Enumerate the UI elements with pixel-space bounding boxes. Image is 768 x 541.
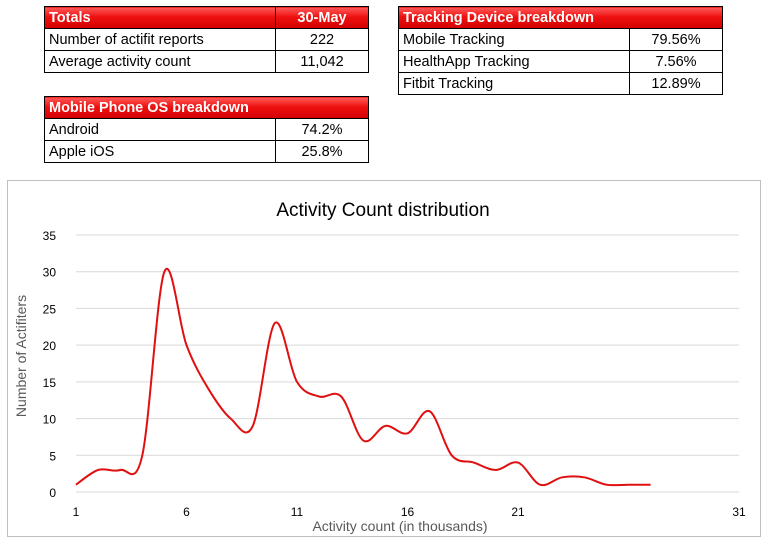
x-tick-label: 21 [511, 505, 525, 519]
tracking-header: Tracking Device breakdown [398, 6, 723, 29]
row-label: Fitbit Tracking [398, 72, 630, 95]
y-tick-label: 30 [43, 266, 57, 280]
x-axis-label: Activity count (in thousands) [312, 518, 487, 534]
row-value: 74.2% [275, 118, 369, 141]
series-line [75, 267, 651, 487]
y-tick-label: 5 [49, 449, 56, 463]
y-axis-label: Number of Actifiters [13, 295, 29, 417]
row-label: Apple iOS [44, 140, 276, 163]
table-row: Fitbit Tracking 12.89% [398, 72, 723, 95]
row-label: HealthApp Tracking [398, 50, 630, 73]
activity-chart: Activity Count distribution 0 5 10 15 20 25 30… [13, 200, 746, 534]
row-value: 79.56% [629, 28, 723, 51]
row-label: Mobile Tracking [398, 28, 630, 51]
y-tick-label: 0 [49, 486, 56, 500]
table-row: Mobile Tracking 79.56% [398, 28, 723, 51]
x-tick-label: 16 [401, 505, 415, 519]
row-label: Android [44, 118, 276, 141]
row-label: Number of actifit reports [44, 28, 276, 51]
row-value: 11,042 [275, 50, 369, 73]
os-table: Mobile Phone OS breakdown Android 74.2% … [44, 96, 369, 163]
table-row: Apple iOS 25.8% [44, 140, 369, 163]
table-row: Number of actifit reports 222 [44, 28, 369, 51]
row-value: 7.56% [629, 50, 723, 73]
y-tick-label: 20 [43, 339, 57, 353]
x-tick-label: 31 [732, 505, 746, 519]
x-tick-label: 6 [183, 505, 190, 519]
table-row: Average activity count 11,042 [44, 50, 369, 73]
totals-date: 30-May [275, 6, 369, 29]
chart-title: Activity Count distribution [276, 200, 489, 221]
y-tick-label: 25 [43, 302, 57, 316]
y-tick-label: 15 [43, 376, 57, 390]
table-row: Android 74.2% [44, 118, 369, 141]
row-value: 222 [275, 28, 369, 51]
totals-header: Totals [44, 6, 276, 29]
os-header: Mobile Phone OS breakdown [44, 96, 369, 119]
series-layer [75, 267, 651, 487]
grid-layer [76, 234, 739, 493]
tracking-table: Tracking Device breakdown Mobile Trackin… [398, 6, 723, 95]
x-tick-label: 1 [73, 505, 80, 519]
table-row: HealthApp Tracking 7.56% [398, 50, 723, 73]
totals-table: Totals 30-May Number of actifit reports … [44, 6, 369, 73]
chart-container: Activity Count distribution 0 5 10 15 20 25 30… [7, 180, 761, 537]
x-tick-label: 11 [291, 505, 304, 519]
y-tick-label: 35 [43, 229, 57, 243]
row-value: 12.89% [629, 72, 723, 95]
row-label: Average activity count [44, 50, 276, 73]
row-value: 25.8% [275, 140, 369, 163]
y-tick-label: 10 [43, 413, 57, 427]
